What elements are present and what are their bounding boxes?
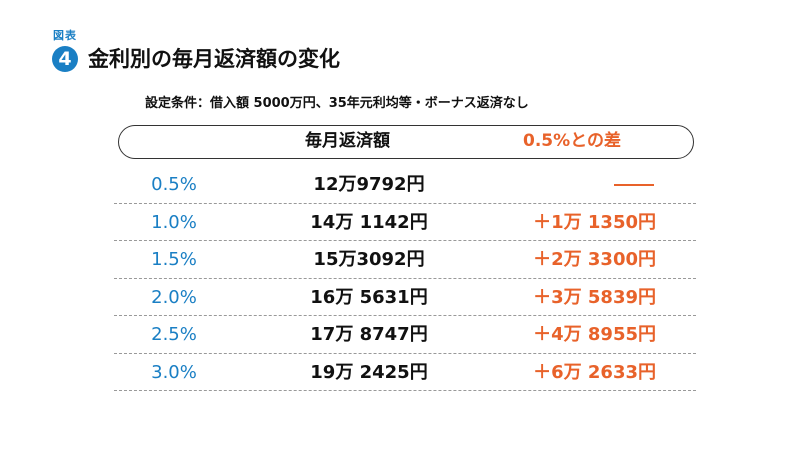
rate-cell: 2.0% (151, 286, 197, 308)
page-title: 金利別の毎月返済額の変化 (88, 47, 340, 71)
table-row: 3.0% 19万 2425円 ＋6万 2633円 (114, 354, 696, 391)
difference-cell: ＋3万 5839円 (533, 286, 656, 308)
monthly-payment-cell: 17万 8747円 (310, 324, 428, 345)
rate-cell: 1.0% (151, 211, 197, 233)
difference-cell: ＋6万 2633円 (533, 361, 656, 383)
monthly-payment-cell: 14万 1142円 (310, 211, 428, 233)
monthly-payment-cell: 19万 2425円 (310, 361, 428, 383)
table-body: 0.5% 12万9792円 1.0% 14万 1142円 ＋1万 1350円 1… (114, 166, 696, 391)
rate-cell: 2.5% (151, 324, 197, 345)
table-row: 1.0% 14万 1142円 ＋1万 1350円 (114, 204, 696, 241)
dash-mark (614, 184, 654, 186)
rate-cell: 1.5% (151, 249, 197, 270)
table-row: 0.5% 12万9792円 (114, 166, 696, 204)
table-header: 毎月返済額 0.5%との差 (118, 125, 694, 159)
header-difference: 0.5%との差 (523, 131, 621, 151)
difference-cell: ＋4万 8955円 (533, 324, 656, 345)
monthly-payment-cell: 12万9792円 (313, 174, 425, 195)
table-row: 2.0% 16万 5631円 ＋3万 5839円 (114, 279, 696, 316)
rate-cell: 3.0% (151, 361, 197, 383)
figure-label: 図表 (53, 29, 77, 42)
rate-cell: 0.5% (151, 174, 197, 195)
header-monthly-payment: 毎月返済額 (305, 131, 390, 151)
table-row: 1.5% 15万3092円 ＋2万 3300円 (114, 241, 696, 279)
monthly-payment-cell: 16万 5631円 (310, 286, 428, 308)
condition-text: 設定条件：借入額 5000万円、35年元利均等・ボーナス返済なし (145, 96, 529, 111)
monthly-payment-cell: 15万3092円 (313, 249, 425, 270)
difference-cell: ＋1万 1350円 (533, 211, 656, 233)
figure-number-badge: 4 (52, 46, 78, 72)
table-row: 2.5% 17万 8747円 ＋4万 8955円 (114, 316, 696, 354)
difference-cell: ＋2万 3300円 (533, 249, 656, 270)
